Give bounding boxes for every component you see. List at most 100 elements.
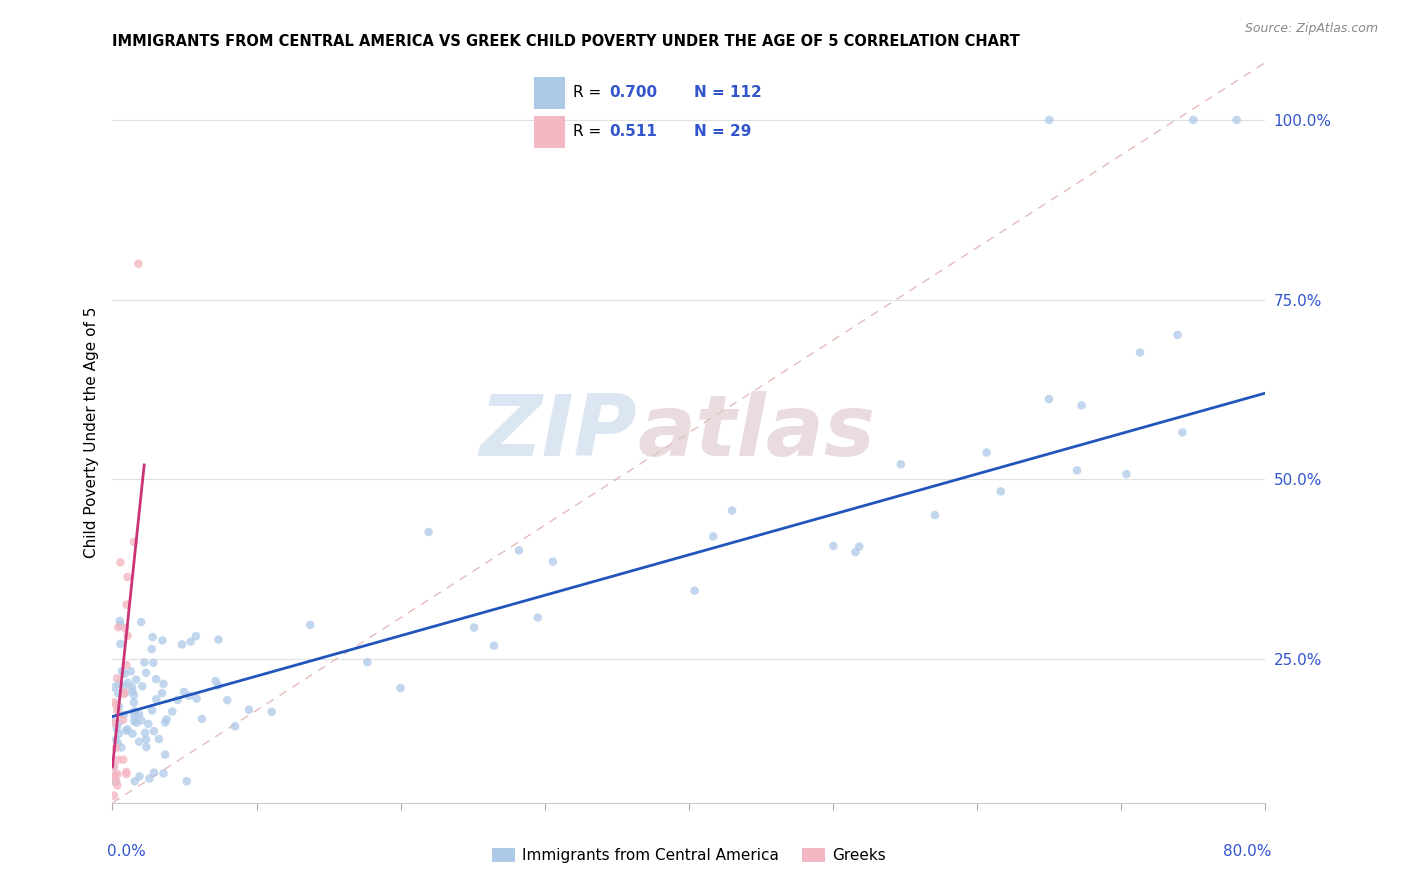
Point — [110, 618, 132, 632]
Point — [107, 736, 129, 750]
Point — [1226, 112, 1249, 127]
Point — [155, 712, 177, 726]
Point — [103, 769, 125, 783]
Point — [115, 764, 138, 779]
Point — [115, 658, 138, 673]
Point — [107, 767, 129, 781]
Point — [184, 629, 207, 643]
Point — [103, 680, 125, 694]
Point — [150, 633, 173, 648]
Point — [131, 679, 153, 693]
Point — [238, 703, 260, 717]
Point — [122, 708, 145, 723]
Point — [217, 693, 239, 707]
Point — [176, 774, 198, 789]
Text: Source: ZipAtlas.com: Source: ZipAtlas.com — [1244, 22, 1378, 36]
Point — [1066, 463, 1088, 477]
Point — [142, 765, 165, 780]
Point — [112, 685, 135, 699]
Point — [135, 732, 157, 747]
Point — [128, 735, 150, 749]
Point — [260, 705, 283, 719]
Point — [115, 723, 138, 738]
Point — [120, 665, 142, 679]
Point — [103, 789, 125, 803]
Point — [138, 772, 160, 786]
Text: IMMIGRANTS FROM CENTRAL AMERICA VS GREEK CHILD POVERTY UNDER THE AGE OF 5 CORREL: IMMIGRANTS FROM CENTRAL AMERICA VS GREEK… — [112, 34, 1021, 49]
Point — [1129, 345, 1152, 359]
Point — [125, 673, 148, 687]
Point — [105, 703, 128, 717]
Point — [105, 672, 128, 686]
Point — [114, 666, 136, 681]
Point — [1182, 112, 1205, 127]
Point — [111, 713, 134, 727]
Point — [115, 598, 138, 612]
Point — [134, 656, 156, 670]
Point — [527, 610, 550, 624]
Point — [389, 681, 412, 695]
Point — [152, 766, 174, 780]
Point — [418, 524, 440, 539]
Point — [103, 774, 125, 789]
Point — [129, 615, 152, 629]
Point — [108, 699, 131, 714]
Point — [153, 747, 176, 762]
Point — [145, 672, 167, 686]
Point — [135, 665, 157, 680]
Legend: Immigrants from Central America, Greeks: Immigrants from Central America, Greeks — [485, 842, 893, 869]
Point — [224, 719, 246, 733]
Point — [702, 529, 724, 543]
Point — [127, 257, 149, 271]
Point — [128, 769, 150, 783]
Point — [191, 712, 214, 726]
Point — [683, 583, 706, 598]
Point — [121, 727, 143, 741]
Point — [1115, 467, 1137, 481]
Point — [112, 707, 135, 722]
Point — [128, 706, 150, 721]
Point — [299, 618, 322, 632]
Point — [105, 774, 128, 789]
Point — [122, 696, 145, 710]
Point — [107, 716, 129, 731]
Point — [108, 614, 131, 628]
Point — [844, 545, 866, 559]
Point — [112, 753, 135, 767]
Point — [110, 556, 132, 570]
Point — [117, 570, 139, 584]
Point — [117, 676, 139, 690]
Point — [107, 620, 129, 634]
Point — [1171, 425, 1194, 440]
Point — [180, 634, 202, 648]
Point — [110, 740, 132, 755]
Point — [105, 779, 128, 793]
Text: 0.0%: 0.0% — [107, 844, 145, 858]
Point — [103, 696, 125, 710]
Point — [105, 698, 128, 712]
Point — [924, 508, 946, 522]
Point — [105, 732, 128, 747]
Point — [508, 543, 530, 558]
Point — [142, 724, 165, 739]
Point — [135, 740, 157, 755]
Point — [141, 703, 163, 717]
Point — [148, 732, 170, 747]
Point — [207, 632, 229, 647]
Point — [124, 704, 146, 718]
Point — [124, 774, 146, 789]
Point — [104, 768, 127, 782]
Point — [134, 726, 156, 740]
Point — [122, 714, 145, 728]
Point — [129, 714, 152, 728]
Point — [823, 539, 845, 553]
Point — [110, 637, 132, 651]
Point — [111, 664, 134, 678]
Point — [103, 714, 125, 729]
Point — [107, 727, 129, 741]
Point — [990, 484, 1012, 499]
Point — [890, 457, 912, 471]
Point — [541, 555, 564, 569]
Point — [166, 693, 188, 707]
Point — [207, 679, 229, 693]
